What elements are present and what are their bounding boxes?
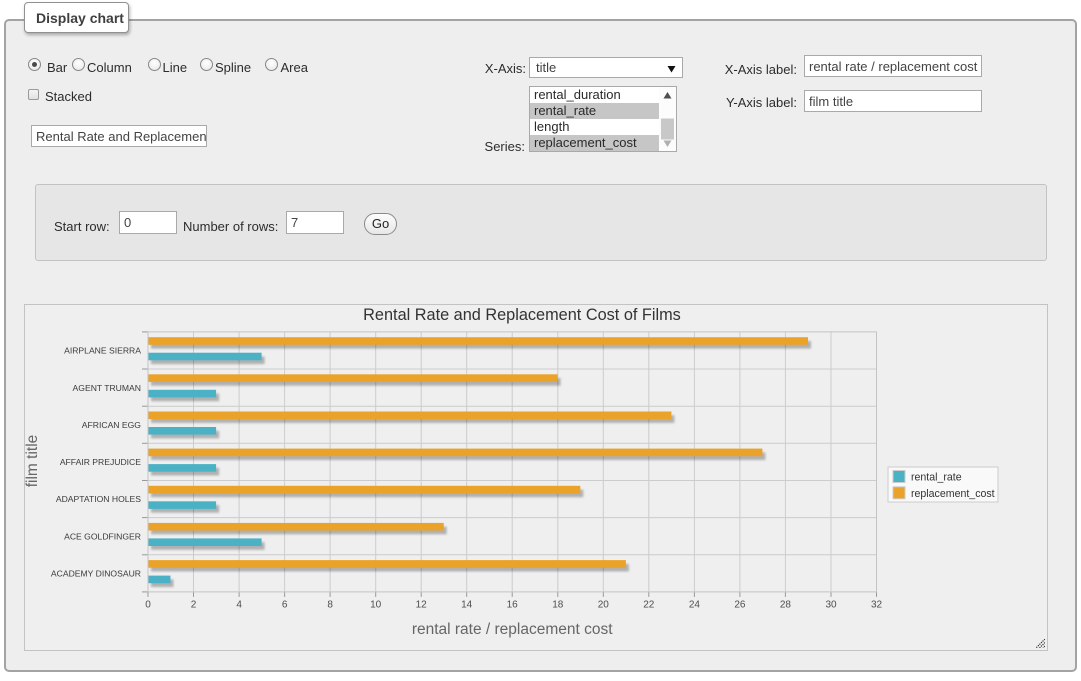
svg-text:8: 8 xyxy=(327,600,333,611)
svg-text:20: 20 xyxy=(598,600,610,611)
svg-text:10: 10 xyxy=(370,600,382,611)
svg-text:Rental Rate and Replacement Co: Rental Rate and Replacement Cost of Film… xyxy=(363,306,681,324)
svg-text:AIRPLANE SIERRA: AIRPLANE SIERRA xyxy=(64,346,141,356)
svg-text:14: 14 xyxy=(461,600,473,611)
svg-text:0: 0 xyxy=(145,600,151,611)
svg-text:ACADEMY DINOSAUR: ACADEMY DINOSAUR xyxy=(51,569,141,579)
svg-text:AGENT TRUMAN: AGENT TRUMAN xyxy=(73,383,141,393)
svg-text:rental rate / replacement cost: rental rate / replacement cost xyxy=(412,621,613,638)
svg-text:2: 2 xyxy=(191,600,197,611)
svg-text:4: 4 xyxy=(236,600,242,611)
svg-text:28: 28 xyxy=(780,600,792,611)
svg-text:30: 30 xyxy=(825,600,837,611)
svg-text:film title: film title xyxy=(25,435,41,488)
svg-text:rental_rate: rental_rate xyxy=(911,472,962,484)
svg-text:AFRICAN EGG: AFRICAN EGG xyxy=(82,420,142,430)
svg-text:6: 6 xyxy=(282,600,288,611)
svg-text:16: 16 xyxy=(507,600,519,611)
svg-text:ACE GOLDFINGER: ACE GOLDFINGER xyxy=(64,531,141,541)
svg-text:replacement_cost: replacement_cost xyxy=(911,488,995,500)
svg-text:22: 22 xyxy=(643,600,655,611)
svg-text:12: 12 xyxy=(416,600,428,611)
svg-text:26: 26 xyxy=(734,600,746,611)
svg-text:24: 24 xyxy=(689,600,701,611)
svg-text:18: 18 xyxy=(552,600,564,611)
svg-text:32: 32 xyxy=(871,600,883,611)
svg-text:AFFAIR PREJUDICE: AFFAIR PREJUDICE xyxy=(60,457,141,467)
svg-text:ADAPTATION HOLES: ADAPTATION HOLES xyxy=(56,494,141,504)
